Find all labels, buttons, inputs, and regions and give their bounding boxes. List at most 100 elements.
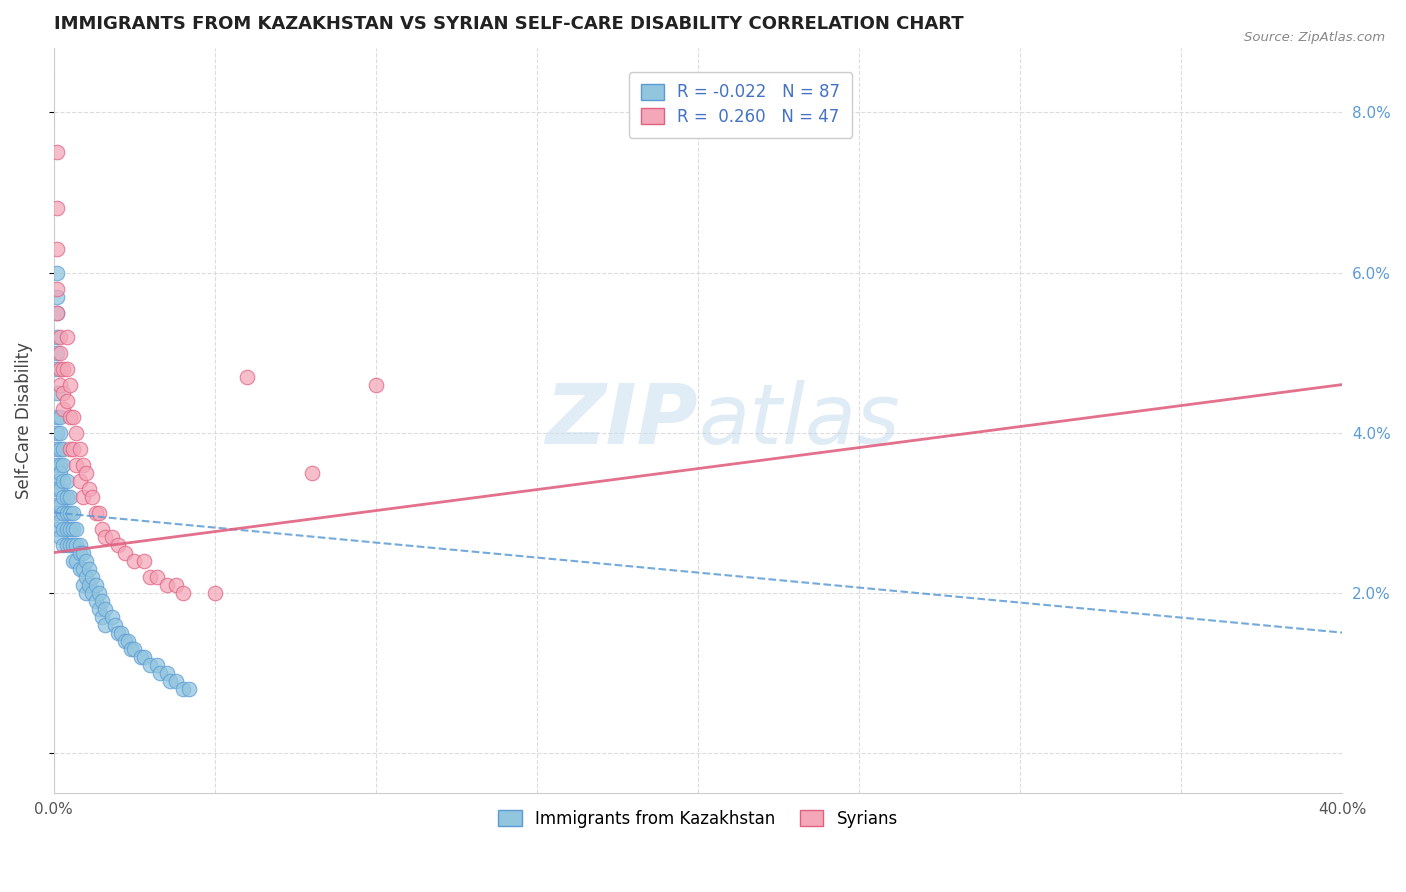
Text: ZIP: ZIP [546,380,699,461]
Point [77,482,100,496]
Point [49,377,72,392]
Point [46,305,69,319]
Point [62,522,84,536]
Point [139,657,162,672]
Point [146,569,169,583]
Point [87,585,110,599]
Point [49,409,72,424]
Point [77,561,100,575]
Point [94,530,117,544]
Point [52,361,75,376]
Y-axis label: Self-Care Disability: Self-Care Disability [15,342,32,499]
Point [55,329,77,343]
Point [46,281,69,295]
Point [46,202,69,216]
Point [62,538,84,552]
Point [52,522,75,536]
Point [46,145,69,160]
Point [55,506,77,520]
Text: Source: ZipAtlas.com: Source: ZipAtlas.com [1244,31,1385,45]
Point [84,593,107,607]
Point [46,458,69,472]
Point [72,545,94,559]
Point [52,474,75,488]
Point [49,329,72,343]
Point [65,553,87,567]
Point [59,538,82,552]
Point [72,577,94,591]
Point [49,425,72,440]
Point [55,361,77,376]
Point [165,673,187,688]
Point [204,585,226,599]
Point [94,617,117,632]
Point [46,498,69,512]
Point [132,553,155,567]
Point [146,657,169,672]
Point [87,506,110,520]
Point [94,601,117,615]
Point [46,289,69,303]
Point [55,522,77,536]
Point [59,442,82,456]
Point [55,538,77,552]
Point [172,585,194,599]
Point [52,506,75,520]
Point [49,482,72,496]
Point [155,665,177,680]
Point [46,385,69,400]
Point [117,633,139,648]
Point [107,625,129,640]
Text: atlas: atlas [699,380,900,461]
Point [49,530,72,544]
Point [52,458,75,472]
Point [75,466,97,480]
Point [59,377,82,392]
Point [124,553,146,567]
Point [62,553,84,567]
Point [120,641,142,656]
Point [52,442,75,456]
Point [114,545,136,559]
Point [49,361,72,376]
Point [139,569,162,583]
Point [236,369,259,384]
Point [69,561,91,575]
Point [104,617,127,632]
Point [75,585,97,599]
Point [49,345,72,359]
Point [69,474,91,488]
Point [52,490,75,504]
Point [72,561,94,575]
Point [46,442,69,456]
Point [59,522,82,536]
Point [46,482,69,496]
Point [69,545,91,559]
Point [52,538,75,552]
Point [179,681,201,696]
Point [155,577,177,591]
Point [46,305,69,319]
Point [172,681,194,696]
Point [82,490,104,504]
Point [49,442,72,456]
Point [59,409,82,424]
Point [149,665,172,680]
Point [82,569,104,583]
Point [49,466,72,480]
Point [59,506,82,520]
Point [55,490,77,504]
Point [65,538,87,552]
Point [91,522,114,536]
Point [72,490,94,504]
Point [91,593,114,607]
Legend: Immigrants from Kazakhstan, Syrians: Immigrants from Kazakhstan, Syrians [489,802,907,837]
Point [301,466,323,480]
Point [114,633,136,648]
Point [46,329,69,343]
Point [65,425,87,440]
Point [59,490,82,504]
Point [72,458,94,472]
Point [124,641,146,656]
Point [87,601,110,615]
